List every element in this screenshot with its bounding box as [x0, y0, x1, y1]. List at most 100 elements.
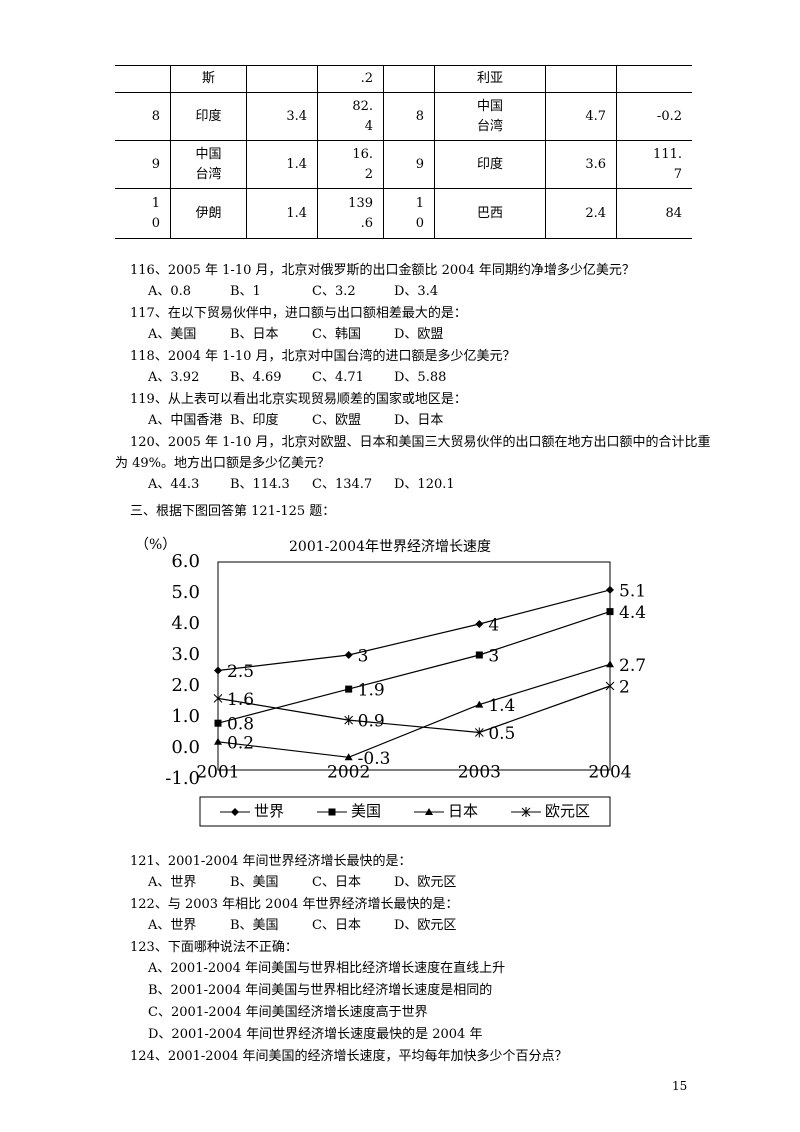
- marker: [345, 685, 353, 693]
- table-cell: [545, 65, 617, 93]
- option: C、134.7: [312, 477, 373, 492]
- question-text: 117、在以下贸易伙伴中，进口额与出口额相差最大的是：: [130, 306, 467, 321]
- table-cell: 中国 台湾: [170, 140, 247, 189]
- marker: [605, 681, 615, 691]
- option: D、欧元区: [394, 875, 457, 890]
- table-cell: 8: [115, 92, 171, 141]
- y-tick-label: 0.0: [171, 737, 200, 758]
- y-tick-label: 3.0: [171, 644, 200, 665]
- data-label: 2.5: [227, 662, 254, 682]
- option-row: A、世界 B、美国 C、日本 D、欧元区: [148, 872, 476, 894]
- marker: [344, 753, 353, 761]
- y-tick-label: 6.0: [171, 551, 200, 572]
- legend-label: 美国: [351, 802, 381, 820]
- option: B、美国: [230, 875, 279, 890]
- table-cell: 16. 2: [317, 140, 384, 189]
- marker: [214, 666, 222, 675]
- table-cell: 巴西: [434, 188, 546, 239]
- table-cell: 利亚: [434, 65, 546, 93]
- marker: [213, 693, 223, 704]
- option: C、3.2: [312, 284, 356, 299]
- marker: [214, 719, 222, 727]
- chart: 2001-2004年世界经济增长速度 （%） 6.0 5.0 4.0 3.0 2.0 1.…: [135, 537, 646, 827]
- option-row: A、0.8 B、1 C、3.2 D、3.4: [148, 281, 476, 303]
- marker: [475, 620, 484, 628]
- option: A、美国: [148, 327, 197, 342]
- option: A、世界: [148, 875, 197, 890]
- option: D、欧盟: [394, 327, 444, 342]
- option: B、2001-2004 年间美国与世界相比经济增长速度是相同的: [148, 983, 493, 998]
- series-line: [217, 685, 611, 734]
- option: B、1: [230, 284, 261, 299]
- data-label: 0.2: [227, 733, 254, 753]
- y-tick-label: 1.0: [171, 706, 200, 727]
- marker: [474, 727, 484, 738]
- legend-label: 日本: [448, 802, 478, 820]
- table-cell: 中国 台湾: [434, 92, 546, 141]
- legend-label: 世界: [254, 802, 284, 820]
- question-text: 116、2005 年 1-10 月，北京对俄罗斯的出口金额比 2004 年同期约…: [130, 263, 635, 278]
- question-text: 118、2004 年 1-10 月，北京对中国台湾的进口额是多少亿美元？: [130, 349, 516, 364]
- marker: [214, 737, 222, 745]
- x-tick-label: 2004: [588, 763, 631, 783]
- page-number: 15: [672, 1079, 688, 1093]
- question-text: 120、2005 年 1-10 月，北京对欧盟、日本和美国三大贸易伙伴的出口额在…: [130, 435, 711, 450]
- x-tick-label: 2003: [458, 763, 501, 783]
- option-row: A、中国香港 B、印度 C、欧盟 D、日本: [148, 410, 476, 432]
- option: D、3.4: [394, 284, 439, 299]
- option: A、2001-2004 年间美国与世界相比经济增长速度在直线上升: [148, 961, 506, 976]
- table-cell: 84: [616, 188, 692, 239]
- option-row: A、世界 B、美国 C、日本 D、欧元区: [148, 915, 476, 937]
- data-label: 4.4: [619, 603, 646, 623]
- table-cell: 111. 7: [616, 140, 692, 189]
- series-line: [217, 663, 611, 758]
- question-text: 119、从上表可以看出北京实现贸易顺差的国家或地区是：: [130, 392, 467, 407]
- table-cell: -0.2: [616, 92, 692, 141]
- data-label: 4: [488, 616, 499, 636]
- data-label: 3: [358, 647, 369, 667]
- option: B、4.69: [230, 370, 282, 385]
- x-tick-label: 2001: [196, 763, 239, 783]
- y-tick-label: 4.0: [171, 613, 200, 634]
- legend-marker: [328, 808, 336, 816]
- option: C、日本: [312, 875, 361, 890]
- x-tick-label: 2002: [327, 763, 370, 783]
- option: D、日本: [394, 413, 444, 428]
- option: B、印度: [230, 413, 279, 428]
- data-table: 斯 .2 利亚 8 印度 3.4 82. 4 8 中国 台湾 4.7 -0.2 9 中国 台湾 1.4 16…: [115, 65, 692, 239]
- data-label: -0.3: [358, 749, 391, 769]
- marker: [344, 715, 354, 726]
- table-cell: 伊朗: [170, 188, 247, 239]
- series-line: [217, 611, 611, 724]
- marker: [475, 700, 484, 708]
- table-cell: 8: [383, 92, 435, 141]
- legend-box: [199, 796, 611, 827]
- table-row: 8 印度 3.4 82. 4 8 中国 台湾 4.7 -0.2: [115, 92, 692, 141]
- y-tick-label: 5.0: [171, 582, 200, 603]
- option: C、韩国: [312, 327, 361, 342]
- data-label: 1.4: [488, 696, 515, 716]
- y-axis-label: （%）: [135, 537, 176, 553]
- marker: [475, 651, 483, 659]
- legend-marker: [521, 807, 531, 817]
- plot-frame: [217, 561, 611, 771]
- option: D、欧元区: [394, 918, 457, 933]
- data-label: 0.5: [488, 724, 515, 744]
- option: C、4.71: [312, 370, 364, 385]
- question-text: 122、与 2003 年相比 2004 年世界经济增长最快的是：: [130, 897, 459, 912]
- option-row: A、3.92 B、4.69 C、4.71 D、5.88: [148, 367, 476, 389]
- option: A、0.8: [148, 284, 192, 299]
- data-label: 5.1: [619, 581, 646, 601]
- table-cell: 1.4: [246, 140, 318, 189]
- option: B、美国: [230, 918, 279, 933]
- data-label: 3: [488, 647, 499, 667]
- option: A、世界: [148, 918, 197, 933]
- option: D、120.1: [394, 477, 455, 492]
- table-cell: 1.4: [246, 188, 318, 239]
- option: D、2001-2004 年间世界经济增长速度最快的是 2004 年: [148, 1027, 483, 1042]
- option: B、114.3: [230, 477, 290, 492]
- data-label: 1.9: [358, 681, 385, 701]
- option-row: A、美国 B、日本 C、韩国 D、欧盟: [148, 324, 476, 346]
- data-label: 2: [619, 678, 630, 698]
- marker: [606, 608, 614, 616]
